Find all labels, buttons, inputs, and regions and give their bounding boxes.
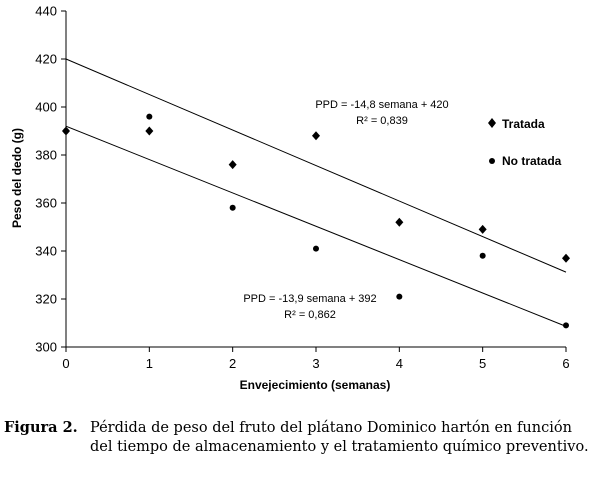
- point-no-tratada: [396, 293, 403, 300]
- y-axis-ticks: 300 320 340 360 380 400 420 440: [35, 4, 66, 355]
- x-tick-label: 2: [229, 356, 236, 371]
- y-tick-label: 300: [35, 340, 57, 355]
- x-axis-ticks: 0 1 2 3 4 5 6: [62, 347, 570, 371]
- x-axis-title: Envejecimiento (semanas): [240, 378, 391, 392]
- tratada-equation: PPD = -14,8 semana + 420: [315, 99, 448, 111]
- x-tick-label: 0: [62, 356, 69, 371]
- point-no-tratada: [313, 245, 319, 252]
- x-tick-label: 4: [396, 356, 403, 371]
- point-tratada: [312, 131, 320, 141]
- legend-marker-no-tratada: [489, 158, 495, 164]
- point-tratada: [228, 160, 237, 170]
- y-tick-label: 340: [35, 244, 57, 259]
- caption-label: Figura 2.: [4, 419, 78, 436]
- caption-text: Pérdida de peso del fruto del plátano Do…: [90, 420, 589, 455]
- trendlines: [65, 58, 567, 327]
- data-points: [62, 113, 570, 329]
- x-tick-label: 3: [312, 356, 319, 371]
- point-tratada: [478, 224, 487, 234]
- point-no-tratada: [563, 322, 569, 329]
- point-tratada: [562, 253, 570, 263]
- y-tick-label: 440: [35, 4, 57, 19]
- legend-label-no-tratada: No tratada: [502, 154, 562, 168]
- chart: 300 320 340 360 380 400 420 440 0 1 2 3 4 5 6 Peso de…: [10, 4, 570, 392]
- no-tratada-r2: R² = 0,862: [284, 309, 336, 321]
- y-tick-label: 360: [35, 196, 57, 211]
- x-tick-label: 5: [479, 356, 486, 371]
- point-no-tratada: [146, 113, 153, 120]
- trendline-tratada: [65, 58, 567, 273]
- tratada-r2: R² = 0,839: [356, 115, 408, 127]
- y-tick-label: 320: [35, 292, 57, 307]
- trendline-no-tratada: [65, 125, 567, 327]
- point-tratada: [145, 126, 154, 136]
- x-tick-label: 1: [146, 356, 153, 371]
- point-no-tratada: [479, 252, 486, 259]
- point-no-tratada: [63, 128, 69, 134]
- x-tick-label: 6: [562, 356, 569, 371]
- legend-label-tratada: Tratada: [502, 117, 545, 131]
- legend-marker-tratada: [488, 118, 496, 128]
- y-tick-label: 420: [35, 52, 57, 67]
- y-tick-label: 400: [35, 100, 57, 115]
- legend: Tratada No tratada: [488, 117, 562, 168]
- no-tratada-equation: PPD = -13,9 semana + 392: [243, 293, 376, 305]
- point-no-tratada: [229, 204, 236, 211]
- figure-caption: Figura 2. Pérdida de peso del fruto del …: [4, 418, 594, 457]
- y-tick-label: 380: [35, 148, 57, 163]
- y-axis-title: Peso del dedo (g): [10, 128, 24, 228]
- point-tratada: [395, 217, 404, 227]
